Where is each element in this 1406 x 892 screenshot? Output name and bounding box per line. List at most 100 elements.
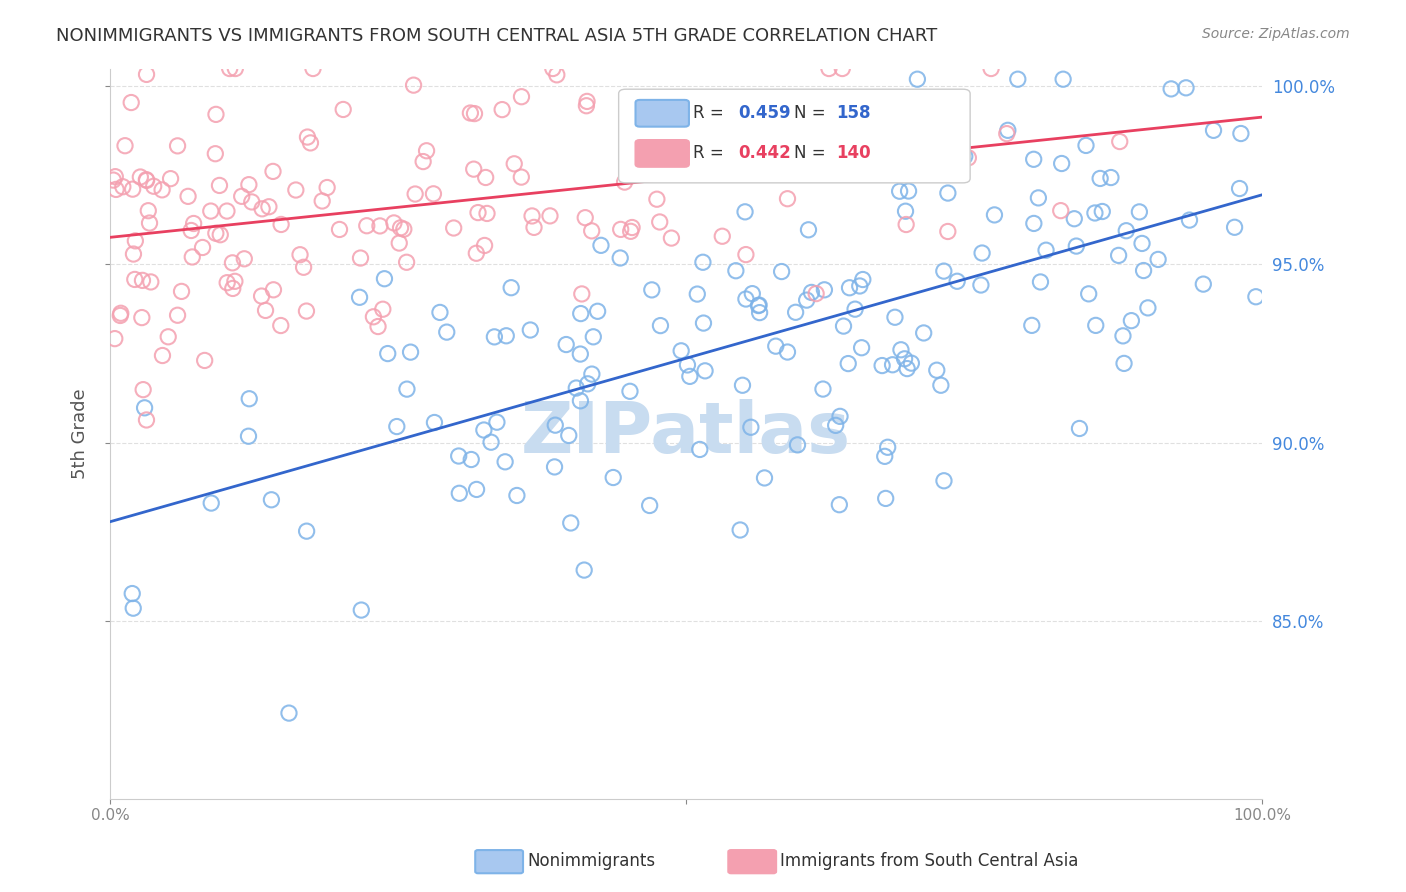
Point <box>569 393 592 408</box>
Point <box>1202 123 1225 137</box>
Point <box>1029 275 1052 289</box>
Point <box>905 72 928 87</box>
Point <box>560 516 582 530</box>
Point <box>1223 220 1246 235</box>
Point <box>876 440 898 454</box>
Text: NONIMMIGRANTS VS IMMIGRANTS FROM SOUTH CENTRAL ASIA 5TH GRADE CORRELATION CHART: NONIMMIGRANTS VS IMMIGRANTS FROM SOUTH C… <box>56 27 938 45</box>
Point <box>449 486 471 500</box>
Point <box>780 95 803 110</box>
Point <box>263 283 285 297</box>
Point <box>728 523 751 537</box>
Point <box>423 416 446 430</box>
Point <box>205 107 228 121</box>
Point <box>1112 329 1135 343</box>
Point <box>1035 244 1057 258</box>
Point <box>485 415 508 429</box>
Point <box>217 276 239 290</box>
Point <box>284 183 307 197</box>
Point <box>131 310 153 325</box>
Point <box>316 180 339 194</box>
Point <box>460 452 482 467</box>
Point <box>983 208 1005 222</box>
Point <box>1077 286 1099 301</box>
Point <box>890 343 912 357</box>
Point <box>953 149 976 163</box>
Point <box>1132 263 1154 277</box>
Point <box>735 292 758 306</box>
Point <box>385 419 408 434</box>
Point <box>392 222 415 236</box>
Point <box>576 376 599 391</box>
Point <box>1192 277 1215 292</box>
Point <box>804 286 827 301</box>
Point <box>159 171 181 186</box>
Point <box>734 204 756 219</box>
Point <box>754 471 776 485</box>
Point <box>555 337 578 351</box>
Point <box>1022 153 1045 167</box>
Point <box>970 246 993 260</box>
Point <box>124 272 146 286</box>
Point <box>1088 171 1111 186</box>
Point <box>785 305 807 319</box>
Point <box>460 106 482 120</box>
Point <box>404 187 426 202</box>
Point <box>692 316 714 330</box>
Point <box>373 271 395 285</box>
Point <box>270 318 292 333</box>
Point <box>121 182 143 196</box>
Point <box>1007 72 1029 87</box>
Point <box>135 413 157 427</box>
Point <box>157 330 180 344</box>
Point <box>399 345 422 359</box>
Point <box>302 62 325 76</box>
Point <box>648 215 671 229</box>
Point <box>166 308 188 322</box>
Text: Source: ZipAtlas.com: Source: ZipAtlas.com <box>1202 27 1350 41</box>
Point <box>204 146 226 161</box>
Point <box>741 286 763 301</box>
Point <box>1229 181 1251 195</box>
Point <box>538 209 561 223</box>
Point <box>848 279 870 293</box>
Point <box>292 260 315 275</box>
Point <box>1052 72 1074 87</box>
Point <box>240 194 263 209</box>
Point <box>233 252 256 266</box>
Point <box>463 106 485 120</box>
Point <box>1178 213 1201 227</box>
Point <box>135 67 157 81</box>
Point <box>218 62 240 76</box>
Point <box>121 586 143 600</box>
Point <box>884 310 907 325</box>
Point <box>150 183 173 197</box>
Point <box>689 442 711 457</box>
Point <box>1049 203 1071 218</box>
Point <box>422 186 444 201</box>
Point <box>136 203 159 218</box>
Point <box>589 238 612 252</box>
Point <box>254 303 277 318</box>
Point <box>278 706 301 720</box>
Point <box>828 409 851 424</box>
Point <box>311 194 333 208</box>
Point <box>479 435 502 450</box>
Point <box>467 205 489 219</box>
Point <box>936 225 959 239</box>
Point <box>436 325 458 339</box>
Point <box>929 378 952 392</box>
Point <box>776 345 799 359</box>
Text: R =: R = <box>693 104 730 122</box>
Point <box>506 488 529 502</box>
Point <box>377 346 399 360</box>
Point <box>104 332 127 346</box>
Point <box>295 304 318 318</box>
Point <box>645 192 668 206</box>
Point <box>138 216 160 230</box>
Point <box>574 211 596 225</box>
Point <box>641 283 664 297</box>
Point <box>183 217 205 231</box>
Point <box>224 274 246 288</box>
Point <box>111 179 134 194</box>
Point <box>882 358 904 372</box>
